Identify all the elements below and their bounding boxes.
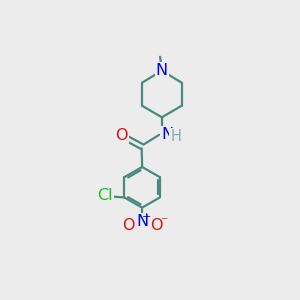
Text: O: O xyxy=(122,218,134,233)
Text: O: O xyxy=(115,128,128,143)
Text: N: N xyxy=(136,214,148,229)
Text: N: N xyxy=(156,63,168,78)
Text: N: N xyxy=(161,128,173,142)
Text: Cl: Cl xyxy=(98,188,113,203)
Text: ⁻: ⁻ xyxy=(160,215,167,229)
Text: H: H xyxy=(170,129,181,144)
Text: +: + xyxy=(142,212,152,222)
Text: O: O xyxy=(150,218,162,233)
